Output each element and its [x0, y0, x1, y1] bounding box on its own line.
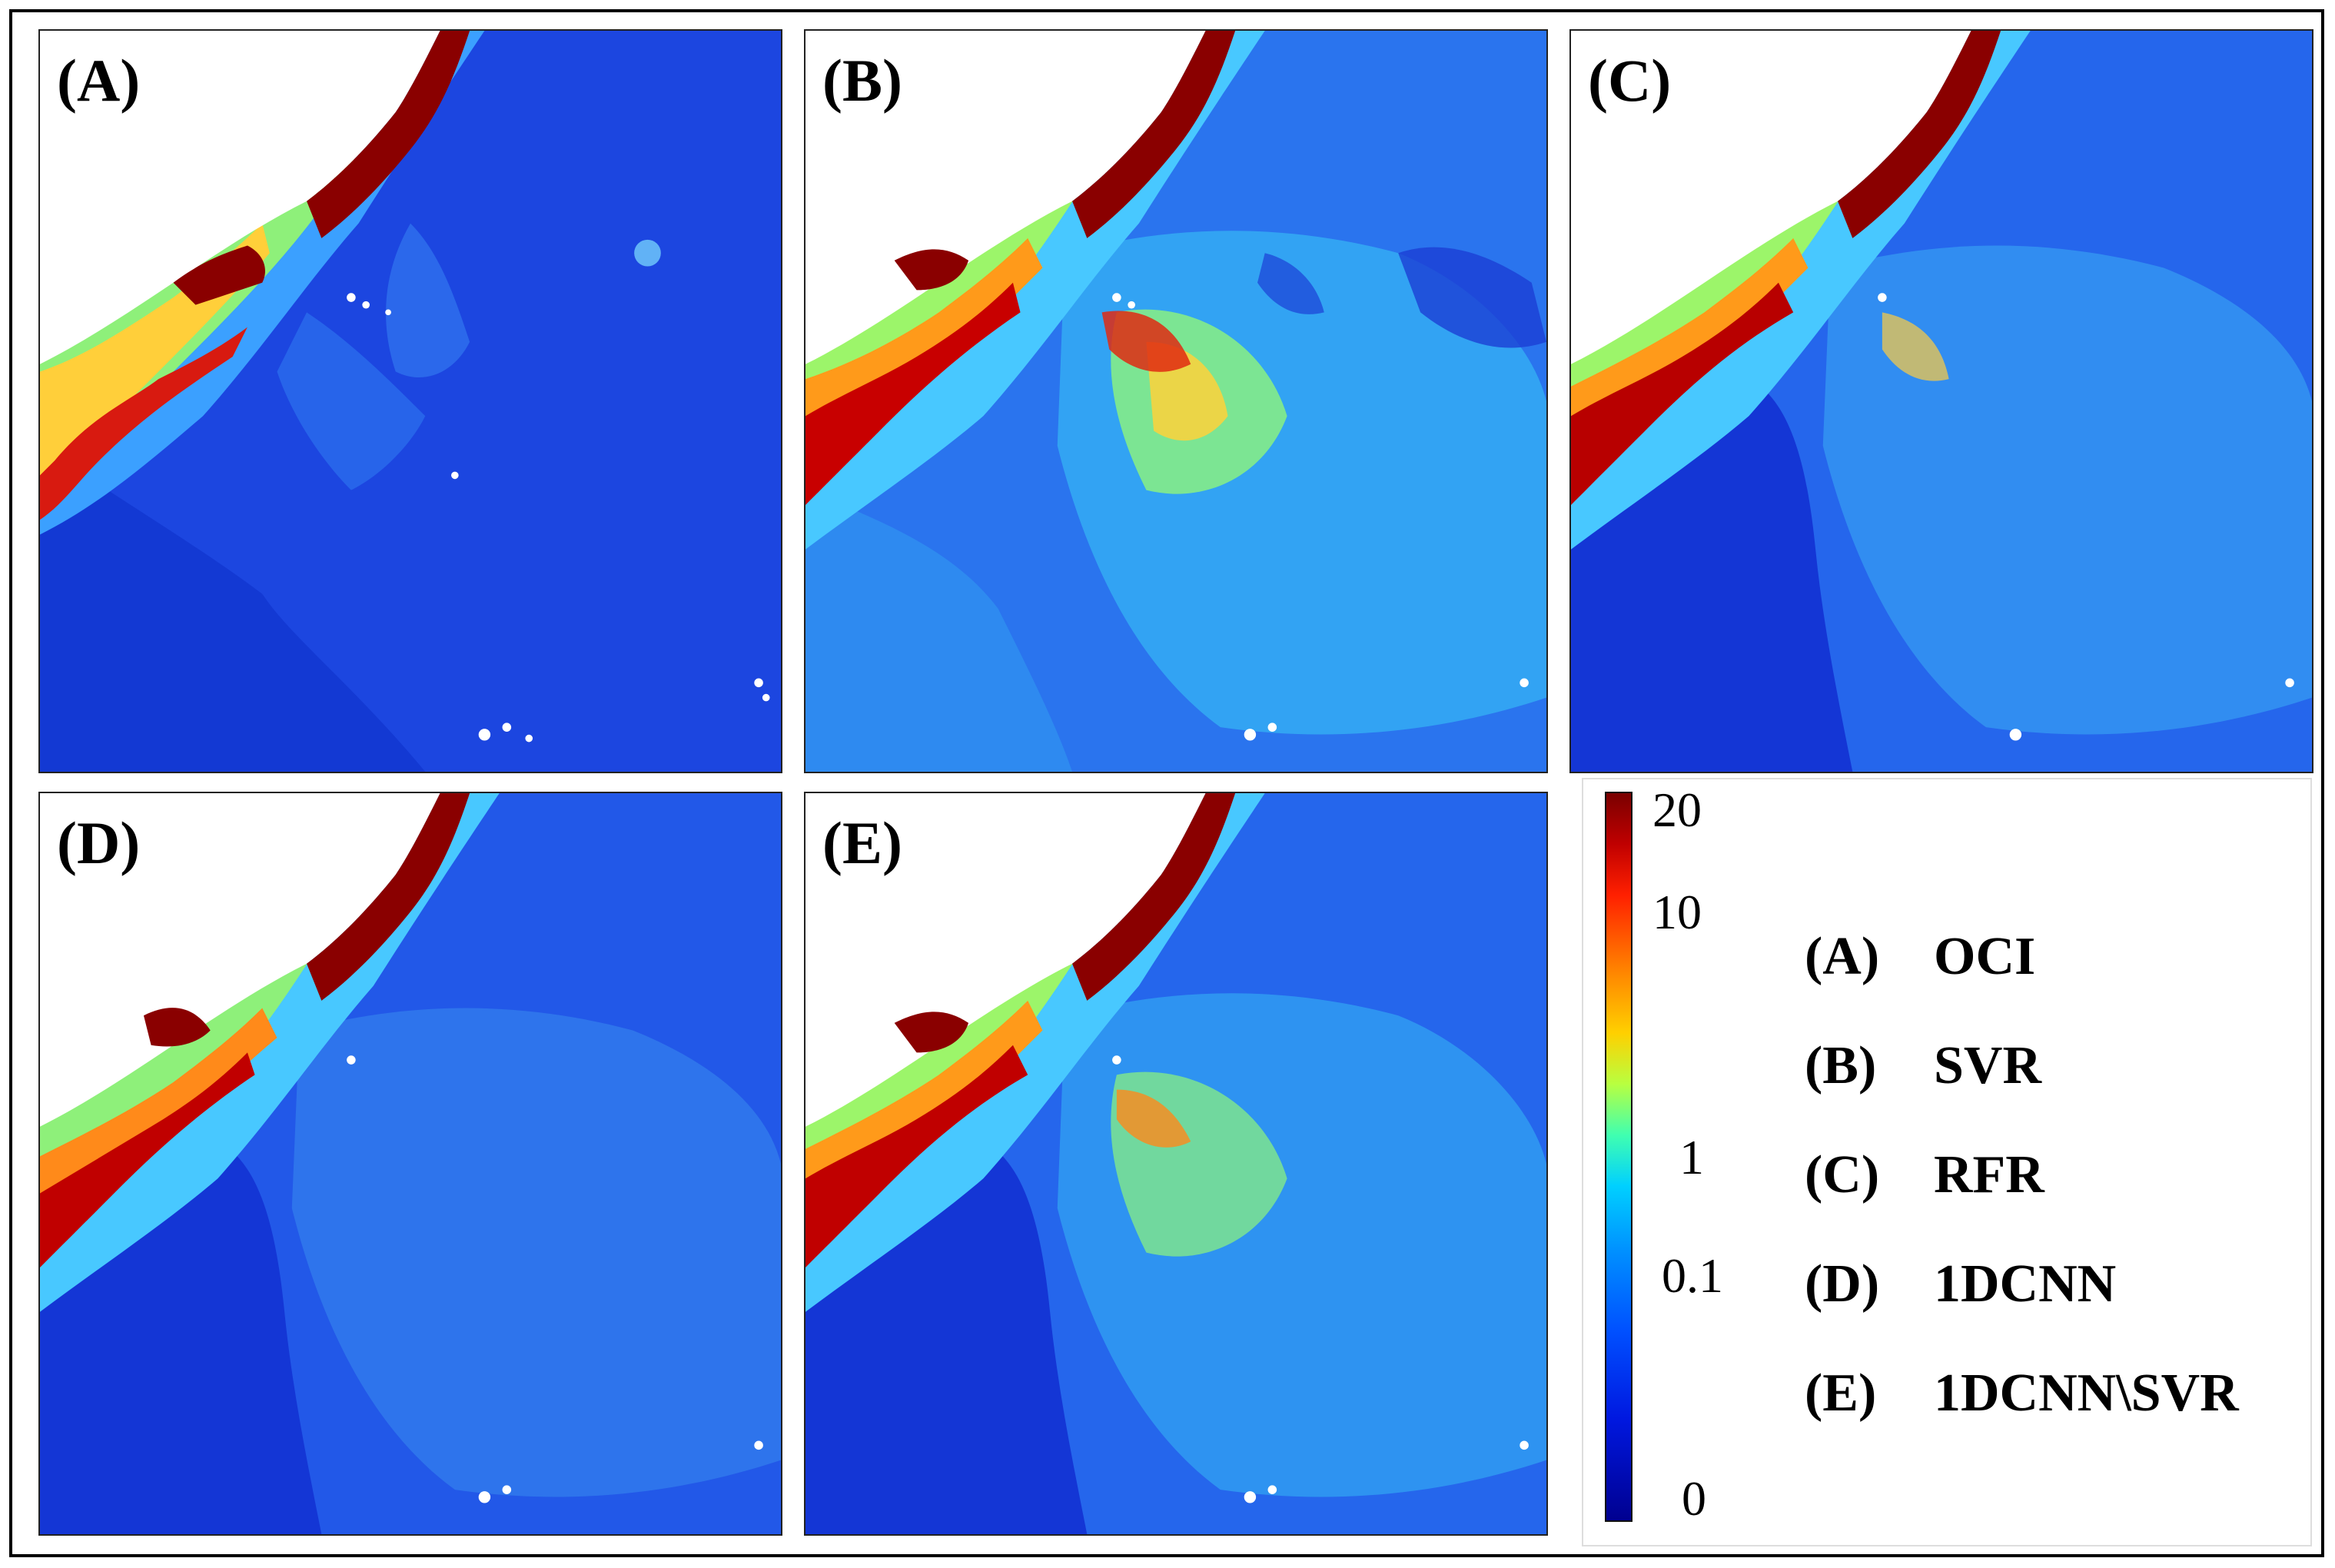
legend-key: (A)	[1805, 927, 1880, 986]
map-panel-oci: (A)	[38, 29, 782, 773]
chlorophyll-map-image	[805, 31, 1546, 772]
panel-label-d: (D)	[57, 809, 141, 876]
map-panel-1dcnn: (D)	[38, 792, 782, 1536]
panel-label-b: (B)	[822, 47, 902, 114]
legend-label: RFR	[1934, 1145, 2044, 1204]
panel-label-a: (A)	[57, 47, 141, 114]
panel-label-e: (E)	[822, 809, 902, 876]
legend-label: SVR	[1934, 1036, 2042, 1095]
legend-key: (E)	[1805, 1364, 1877, 1423]
colorbar-tick-20: 20	[1652, 782, 1702, 837]
map-panel-rfr: (C)	[1569, 29, 2313, 773]
legend-box	[1582, 778, 2312, 1546]
legend-label: 1DCNN\SVR	[1934, 1364, 2239, 1423]
legend-entry-svr: (B) SVR	[1805, 1039, 2041, 1093]
chlorophyll-map-image	[1571, 31, 2312, 772]
legend-entry-oci: (A) OCI	[1805, 930, 2035, 984]
legend-key: (D)	[1805, 1254, 1880, 1314]
map-panel-1dcnn-svr: (E)	[804, 792, 1548, 1536]
legend-entry-1dcnn: (D) 1DCNN	[1805, 1257, 2116, 1311]
legend-label: 1DCNN	[1934, 1254, 2117, 1314]
chlorophyll-map-image	[40, 793, 781, 1534]
chlorophyll-map-image	[805, 793, 1546, 1534]
colorbar-tick-0-1: 0.1	[1662, 1248, 1723, 1303]
colorbar	[1605, 792, 1633, 1522]
chlorophyll-map-image	[40, 31, 781, 772]
legend-key: (C)	[1805, 1145, 1880, 1204]
colorbar-tick-1: 1	[1679, 1130, 1704, 1184]
colorbar-tick-10: 10	[1652, 885, 1702, 939]
legend-entry-rfr: (C) RFR	[1805, 1148, 2044, 1202]
panel-label-c: (C)	[1588, 47, 1672, 114]
colorbar-tick-0: 0	[1682, 1471, 1706, 1526]
legend-entry-1dcnn-svr: (E) 1DCNN\SVR	[1805, 1367, 2239, 1420]
legend-key: (B)	[1805, 1036, 1877, 1095]
legend-label: OCI	[1934, 927, 2036, 986]
map-panel-svr: (B)	[804, 29, 1548, 773]
